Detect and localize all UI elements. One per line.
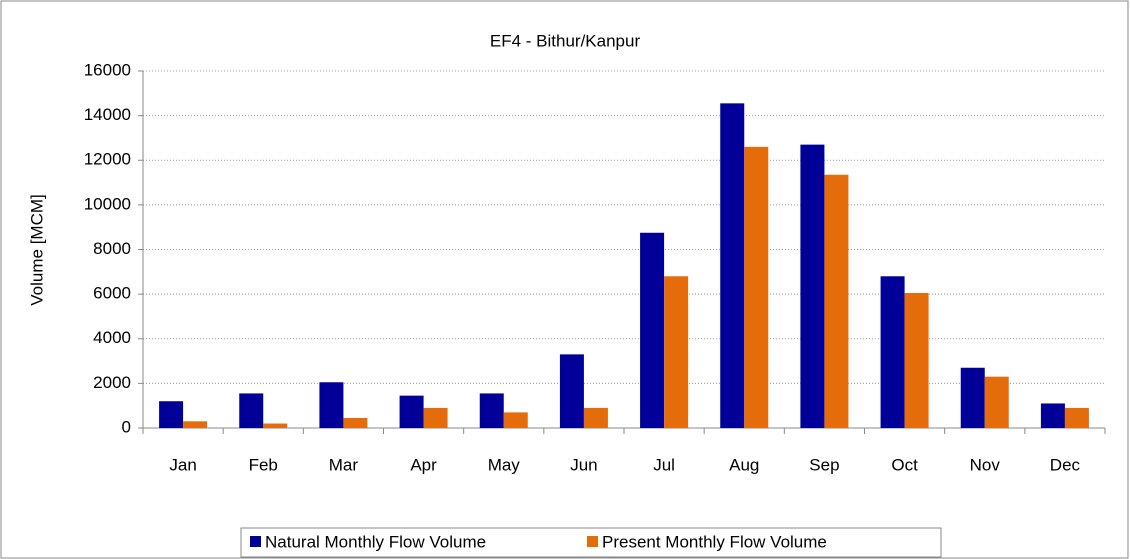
bar [880,276,905,428]
y-tick-label: 2000 [93,373,131,392]
bar [904,293,929,428]
bar [319,382,344,428]
legend-swatch [587,536,598,547]
y-tick-label: 4000 [93,328,131,347]
chart-title: EF4 - Bithur/Kanpur [490,31,641,50]
bar [960,367,985,428]
bar [479,393,504,428]
bar [583,407,608,428]
bar [824,174,849,428]
x-tick-label: May [488,455,521,474]
bar [503,412,528,428]
x-tick-label: Aug [729,455,759,474]
y-tick-label: 16000 [84,60,131,79]
bar [559,354,584,428]
x-tick-label: Jan [169,455,196,474]
bar [744,146,769,429]
x-tick-label: Apr [410,455,437,474]
y-tick-label: 12000 [84,150,131,169]
legend-swatch [250,536,261,547]
bar [664,276,689,428]
y-tick-label: 6000 [93,284,131,303]
bar [343,417,368,428]
bar [399,395,424,428]
bar [1040,403,1065,428]
legend-label: Present Monthly Flow Volume [602,532,827,551]
y-tick-label: 10000 [84,194,131,213]
bar [159,401,184,428]
x-tick-label: Sep [809,455,839,474]
x-tick-label: Feb [249,455,278,474]
bar [800,144,825,428]
bar [423,407,448,428]
y-axis-label: Volume [MCM] [27,194,46,305]
x-tick-label: Mar [329,455,359,474]
y-tick-label: 8000 [93,239,131,258]
bar [984,376,1009,428]
bar [263,423,288,428]
y-tick-label: 14000 [84,105,131,124]
x-tick-label: Dec [1050,455,1081,474]
bar [720,103,745,429]
bar [640,232,665,428]
x-tick-label: Jun [570,455,597,474]
x-tick-label: Nov [970,455,1001,474]
bar [1064,407,1089,428]
x-tick-label: Oct [891,455,918,474]
bar [183,421,208,428]
y-tick-label: 0 [122,417,131,436]
legend-label: Natural Monthly Flow Volume [265,532,486,551]
bar [239,393,264,428]
x-tick-label: Jul [653,455,675,474]
